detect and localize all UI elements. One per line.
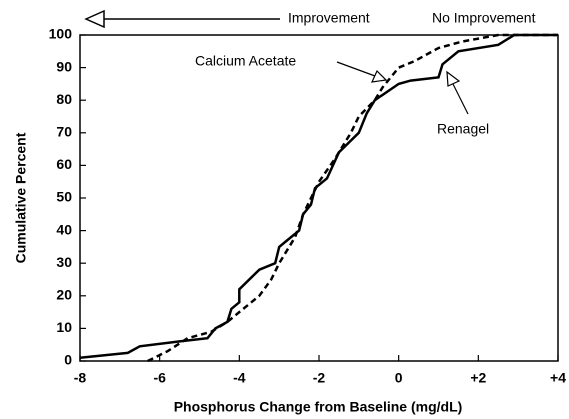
x-tick-label: -4 bbox=[233, 370, 246, 386]
improvement-arrowhead bbox=[84, 9, 105, 29]
y-tick-label: 60 bbox=[56, 156, 72, 172]
series-callout: Renagel bbox=[437, 121, 489, 137]
y-tick-label: 0 bbox=[64, 352, 72, 368]
x-tick-label: 0 bbox=[395, 370, 403, 386]
x-tick-label: -6 bbox=[153, 370, 166, 386]
y-tick-label: 100 bbox=[49, 26, 73, 42]
x-tick-label: +4 bbox=[550, 370, 566, 386]
y-tick-label: 90 bbox=[56, 58, 72, 74]
plot-frame bbox=[79, 34, 559, 362]
y-tick-label: 50 bbox=[56, 189, 72, 205]
series-line bbox=[79, 33, 558, 359]
y-axis-title: Cumulative Percent bbox=[13, 132, 29, 263]
x-tick-label: -2 bbox=[313, 370, 326, 386]
y-tick-label: 30 bbox=[56, 254, 72, 270]
y-tick-label: 80 bbox=[56, 91, 72, 107]
y-tick-label: 10 bbox=[56, 319, 72, 335]
annotation: No Improvement bbox=[432, 10, 536, 26]
callout-arrowhead bbox=[371, 69, 388, 83]
x-tick-label: -8 bbox=[74, 370, 87, 386]
callout-arrow bbox=[336, 61, 376, 77]
series-line bbox=[147, 33, 558, 363]
y-tick-label: 20 bbox=[56, 287, 72, 303]
callout-arrowhead bbox=[446, 70, 461, 87]
x-axis-title: Phosphorus Change from Baseline (mg/dL) bbox=[174, 399, 463, 415]
callout-arrow bbox=[452, 83, 469, 115]
y-tick-label: 40 bbox=[56, 221, 72, 237]
series-callout: Calcium Acetate bbox=[195, 53, 296, 69]
annotation: Improvement bbox=[288, 10, 370, 26]
y-tick-label: 70 bbox=[56, 124, 72, 140]
x-tick-label: +2 bbox=[470, 370, 486, 386]
